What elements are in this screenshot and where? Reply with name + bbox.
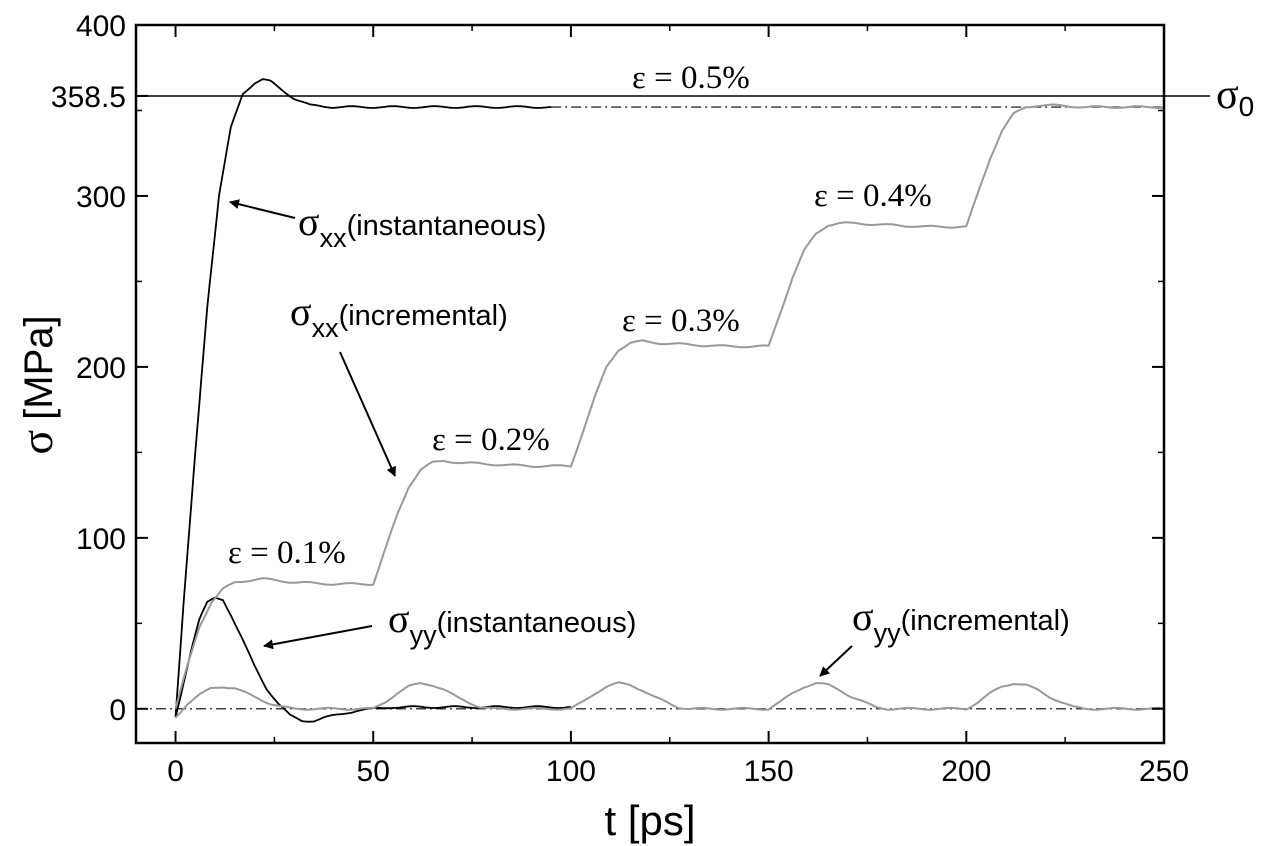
x-tick-label-3: 150 xyxy=(744,755,794,788)
arrow-syy-incremental xyxy=(819,645,853,677)
annotation-sxx-instantaneous: σxx(instantaneous) xyxy=(298,199,546,253)
strain-label-0.2: ε = 0.2% xyxy=(432,422,550,458)
series-line-2 xyxy=(174,103,1165,709)
ticks-layer: 0 50 100 150 200 250 0 100 200 300 400 358.5 xyxy=(51,10,1189,788)
x-tick-label-0: 0 xyxy=(167,755,184,788)
y-tick-label-4: 400 xyxy=(76,10,126,43)
annotation-syy-incremental: σyy(incremental) xyxy=(852,594,1070,648)
arrow-syy-instantaneous xyxy=(263,625,373,650)
x-tick-label-5: 250 xyxy=(1139,755,1189,788)
y-tick-label-0: 0 xyxy=(109,694,126,727)
series-layer xyxy=(174,78,1165,723)
annotation-sxx-incremental: σxx(incremental) xyxy=(290,289,508,343)
strain-label-0.3: ε = 0.3% xyxy=(622,303,740,339)
series-line-3 xyxy=(174,681,1165,719)
arrow-sxx-incremental xyxy=(339,351,396,477)
strain-label-0.4: ε = 0.4% xyxy=(814,178,932,214)
svg-text:σ[MPa]: σ [MPa] xyxy=(11,315,62,454)
y-tick-label-extra: 358.5 xyxy=(51,81,126,114)
strain-label-0.1: ε = 0.1% xyxy=(228,535,346,571)
x-tick-label-4: 200 xyxy=(941,755,991,788)
x-tick-label-1: 50 xyxy=(357,755,390,788)
y-tick-label-2: 200 xyxy=(76,352,126,385)
y-axis-symbol: σ xyxy=(11,430,62,455)
x-axis-label: t [ps] xyxy=(604,797,695,844)
x-tick-label-2: 100 xyxy=(546,755,596,788)
strain-label-0.5: ε = 0.5% xyxy=(632,60,750,96)
plot-frame xyxy=(134,23,1166,745)
annotation-syy-instantaneous: σyy(instantaneous) xyxy=(388,596,636,650)
y-axis-label: σ [MPa] xyxy=(11,315,62,454)
arrow-sxx-instantaneous xyxy=(229,199,296,219)
y-tick-label-3: 300 xyxy=(76,181,126,214)
y-tick-label-1: 100 xyxy=(76,523,126,556)
reference-lines xyxy=(136,95,1210,710)
sigma0-label: σ0 xyxy=(1216,72,1254,122)
y-axis-unit: [MPa] xyxy=(17,315,61,419)
series-line-0 xyxy=(174,78,552,718)
